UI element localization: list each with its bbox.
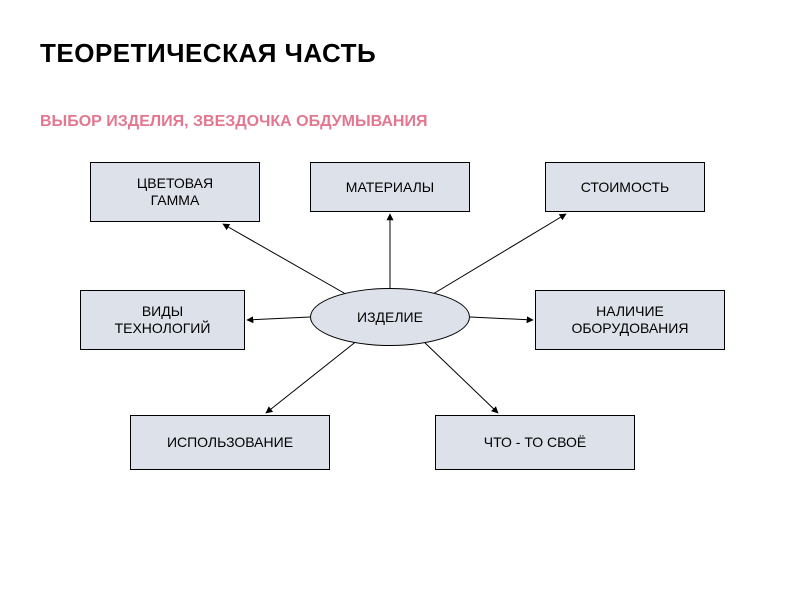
diagram-node-color: ЦВЕТОВАЯ ГАММА xyxy=(90,162,260,222)
diagram-node-cost: СТОИМОСТЬ xyxy=(545,162,705,212)
page-subtitle: ВЫБОР ИЗДЕЛИЯ, ЗВЕЗДОЧКА ОБДУМЫВАНИЯ xyxy=(40,113,427,131)
diagram-center-node: ИЗДЕЛИЕ xyxy=(310,288,470,346)
page-title: ТЕОРЕТИЧЕСКАЯ ЧАСТЬ xyxy=(40,38,376,69)
diagram-node-use: ИСПОЛЬЗОВАНИЕ xyxy=(130,415,330,470)
diagram-node-equip: НАЛИЧИЕ ОБОРУДОВАНИЯ xyxy=(535,290,725,350)
diagram-node-own: ЧТО - ТО СВОЁ xyxy=(435,415,635,470)
diagram-node-tech: ВИДЫ ТЕХНОЛОГИЙ xyxy=(80,290,245,350)
diagram-node-materials: МАТЕРИАЛЫ xyxy=(310,162,470,212)
